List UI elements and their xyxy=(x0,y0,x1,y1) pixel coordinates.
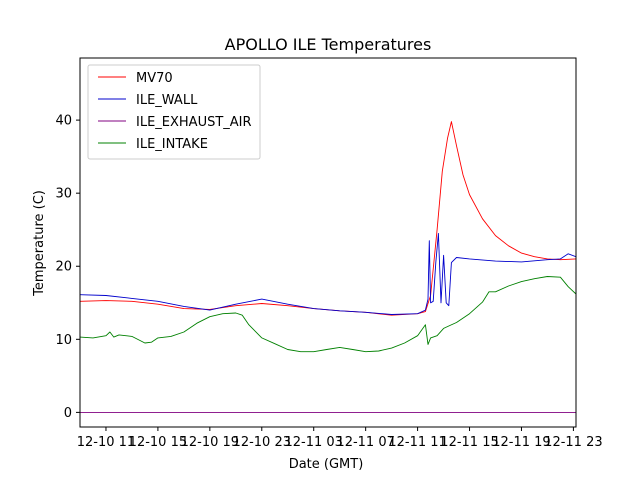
series-line-ile-wall xyxy=(80,232,576,315)
legend-label: ILE_EXHAUST_AIR xyxy=(136,115,252,130)
legend-box xyxy=(87,64,261,160)
series-layer xyxy=(80,121,576,413)
legend-label: ILE_WALL xyxy=(136,93,198,108)
x-tick-label: 12-11 19 xyxy=(492,435,550,450)
y-axis: 0 10 20 30 40 xyxy=(55,114,80,421)
x-tick-label: 12-11 07 xyxy=(336,435,394,450)
x-tick-label: 12-11 03 xyxy=(284,435,342,450)
x-tick-label: 12-11 11 xyxy=(388,435,446,450)
y-tick-label: 10 xyxy=(55,333,72,348)
y-tick-label: 20 xyxy=(55,260,72,275)
y-tick-label: 0 xyxy=(64,406,72,421)
y-tick-label: 30 xyxy=(55,187,72,202)
x-tick-label: 12-10 19 xyxy=(181,435,239,450)
x-tick-label: 12-10 23 xyxy=(233,435,291,450)
legend: MV70 ILE_WALL ILE_EXHAUST_AIR ILE_INTAKE xyxy=(87,64,261,160)
plot-frame xyxy=(79,57,577,428)
x-axis-label: Date (GMT) xyxy=(289,457,364,472)
series-line-ile-intake xyxy=(80,276,576,353)
x-tick-label: 12-11 23 xyxy=(544,435,602,450)
y-tick-label: 40 xyxy=(55,114,72,129)
x-tick-label: 12-11 15 xyxy=(440,435,498,450)
chart-title: APOLLO ILE Temperatures xyxy=(225,35,432,54)
x-tick-label: 12-10 15 xyxy=(129,435,187,450)
legend-label: ILE_INTAKE xyxy=(136,137,208,152)
x-tick-label: 12-10 11 xyxy=(77,435,135,450)
legend-label: MV70 xyxy=(136,71,173,86)
y-axis-label: Temperature (C) xyxy=(32,190,47,297)
